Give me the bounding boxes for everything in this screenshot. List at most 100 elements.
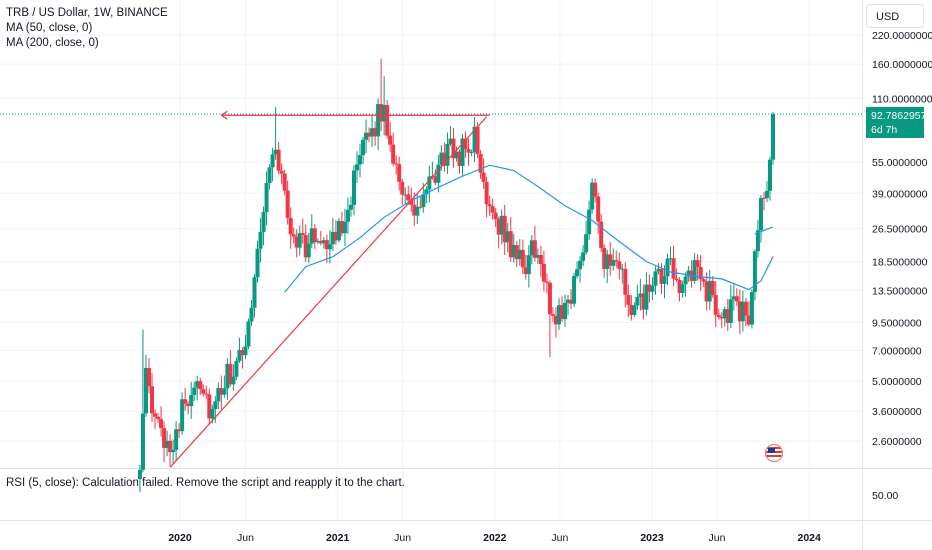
candle-body bbox=[599, 221, 604, 249]
candle bbox=[433, 169, 438, 186]
candle-body bbox=[373, 128, 378, 137]
candle-body bbox=[466, 148, 471, 153]
us-flag-icon[interactable] bbox=[765, 444, 783, 462]
candle-body bbox=[406, 194, 411, 201]
candle bbox=[192, 381, 197, 402]
candle bbox=[288, 207, 293, 249]
price-tick-label: 9.5000000 bbox=[872, 317, 922, 329]
drawing-tools[interactable] bbox=[169, 110, 774, 468]
candle-body bbox=[749, 292, 754, 325]
candle-body bbox=[140, 413, 145, 470]
candle-body bbox=[442, 152, 447, 166]
candle-body bbox=[692, 260, 697, 281]
candle-body bbox=[180, 399, 185, 432]
candle-body bbox=[388, 135, 393, 145]
currency-button[interactable]: USD bbox=[866, 4, 924, 28]
candle-body bbox=[719, 317, 724, 319]
candle-body bbox=[674, 278, 679, 280]
candle-body bbox=[581, 252, 586, 261]
candle bbox=[309, 214, 314, 249]
candle bbox=[671, 245, 676, 287]
ma50-legend[interactable]: MA (50, close, 0) bbox=[6, 22, 93, 34]
rsi-axis-value: 50.00 bbox=[872, 490, 898, 502]
candle bbox=[644, 272, 649, 316]
candle-body bbox=[207, 394, 212, 419]
candle-body bbox=[249, 307, 254, 322]
candle-body bbox=[267, 167, 272, 183]
candle-body bbox=[768, 159, 772, 191]
time-tick-label: Jun bbox=[709, 532, 726, 544]
candle-body bbox=[650, 285, 655, 292]
candle bbox=[638, 278, 643, 311]
candle bbox=[177, 423, 182, 438]
candle bbox=[584, 220, 589, 255]
candle bbox=[502, 204, 507, 255]
candle bbox=[249, 299, 254, 326]
candle bbox=[421, 183, 426, 213]
candle bbox=[306, 233, 311, 264]
candle bbox=[412, 192, 417, 226]
candle bbox=[321, 237, 326, 249]
candle bbox=[361, 136, 366, 164]
candle bbox=[683, 272, 688, 297]
candle-body bbox=[391, 144, 396, 164]
candle-body bbox=[641, 293, 646, 310]
candle-body bbox=[433, 176, 438, 183]
rsi-error-message: RSI (5, close): Calculation failed. Remo… bbox=[6, 477, 405, 489]
candle bbox=[312, 224, 317, 250]
candle bbox=[382, 76, 387, 136]
candle-body bbox=[225, 363, 230, 389]
ma200-legend[interactable]: MA (200, close, 0) bbox=[6, 37, 99, 49]
candle-body bbox=[394, 163, 399, 165]
time-axis[interactable]: 2020 Jun 2021 Jun 2022 Jun 2023 Jun 2024 bbox=[168, 532, 821, 544]
candle-body bbox=[758, 197, 763, 231]
candle-body bbox=[644, 284, 649, 310]
candle-body bbox=[701, 279, 706, 282]
candle bbox=[339, 211, 344, 237]
candle-body bbox=[553, 315, 558, 325]
candle bbox=[261, 206, 266, 246]
candle bbox=[535, 248, 540, 265]
price-tick-label: 26.5000000 bbox=[872, 224, 928, 236]
candle bbox=[300, 218, 305, 244]
candle-body bbox=[288, 217, 293, 235]
candle-body bbox=[698, 267, 703, 280]
candle bbox=[258, 218, 263, 263]
candle-body bbox=[547, 282, 552, 315]
candle bbox=[511, 233, 516, 263]
candle-body bbox=[315, 240, 320, 243]
candle bbox=[351, 165, 356, 216]
price-tick-label: 3.6000000 bbox=[872, 406, 922, 418]
candle-body bbox=[143, 368, 148, 414]
candle bbox=[472, 117, 477, 163]
candle-body bbox=[656, 268, 661, 272]
candle bbox=[650, 277, 655, 301]
candle bbox=[710, 276, 715, 298]
candle-body bbox=[704, 281, 709, 302]
candle-body bbox=[261, 212, 266, 232]
candle bbox=[680, 280, 685, 298]
candle-body bbox=[596, 196, 601, 222]
candle-body bbox=[448, 138, 453, 144]
candle-body bbox=[339, 221, 344, 234]
candle bbox=[143, 354, 148, 417]
candle-body bbox=[686, 270, 691, 277]
candle bbox=[496, 216, 501, 249]
candle bbox=[279, 163, 284, 185]
candle bbox=[457, 149, 462, 174]
price-axis[interactable]: 220.0000000 160.0000000 110.0000000 55.0000… bbox=[872, 30, 932, 448]
candle-body bbox=[285, 190, 290, 218]
candle bbox=[427, 165, 432, 203]
candle-body bbox=[312, 228, 317, 243]
candle bbox=[336, 217, 341, 243]
candle-body bbox=[397, 164, 402, 182]
candle bbox=[758, 195, 763, 243]
symbol-title[interactable]: TRB / US Dollar, 1W, BINANCE bbox=[6, 7, 168, 19]
candle-body bbox=[282, 173, 287, 191]
candle-body bbox=[511, 245, 516, 258]
candle bbox=[713, 281, 718, 327]
candle-body bbox=[593, 182, 598, 197]
candle bbox=[686, 265, 691, 282]
candle bbox=[749, 289, 754, 329]
